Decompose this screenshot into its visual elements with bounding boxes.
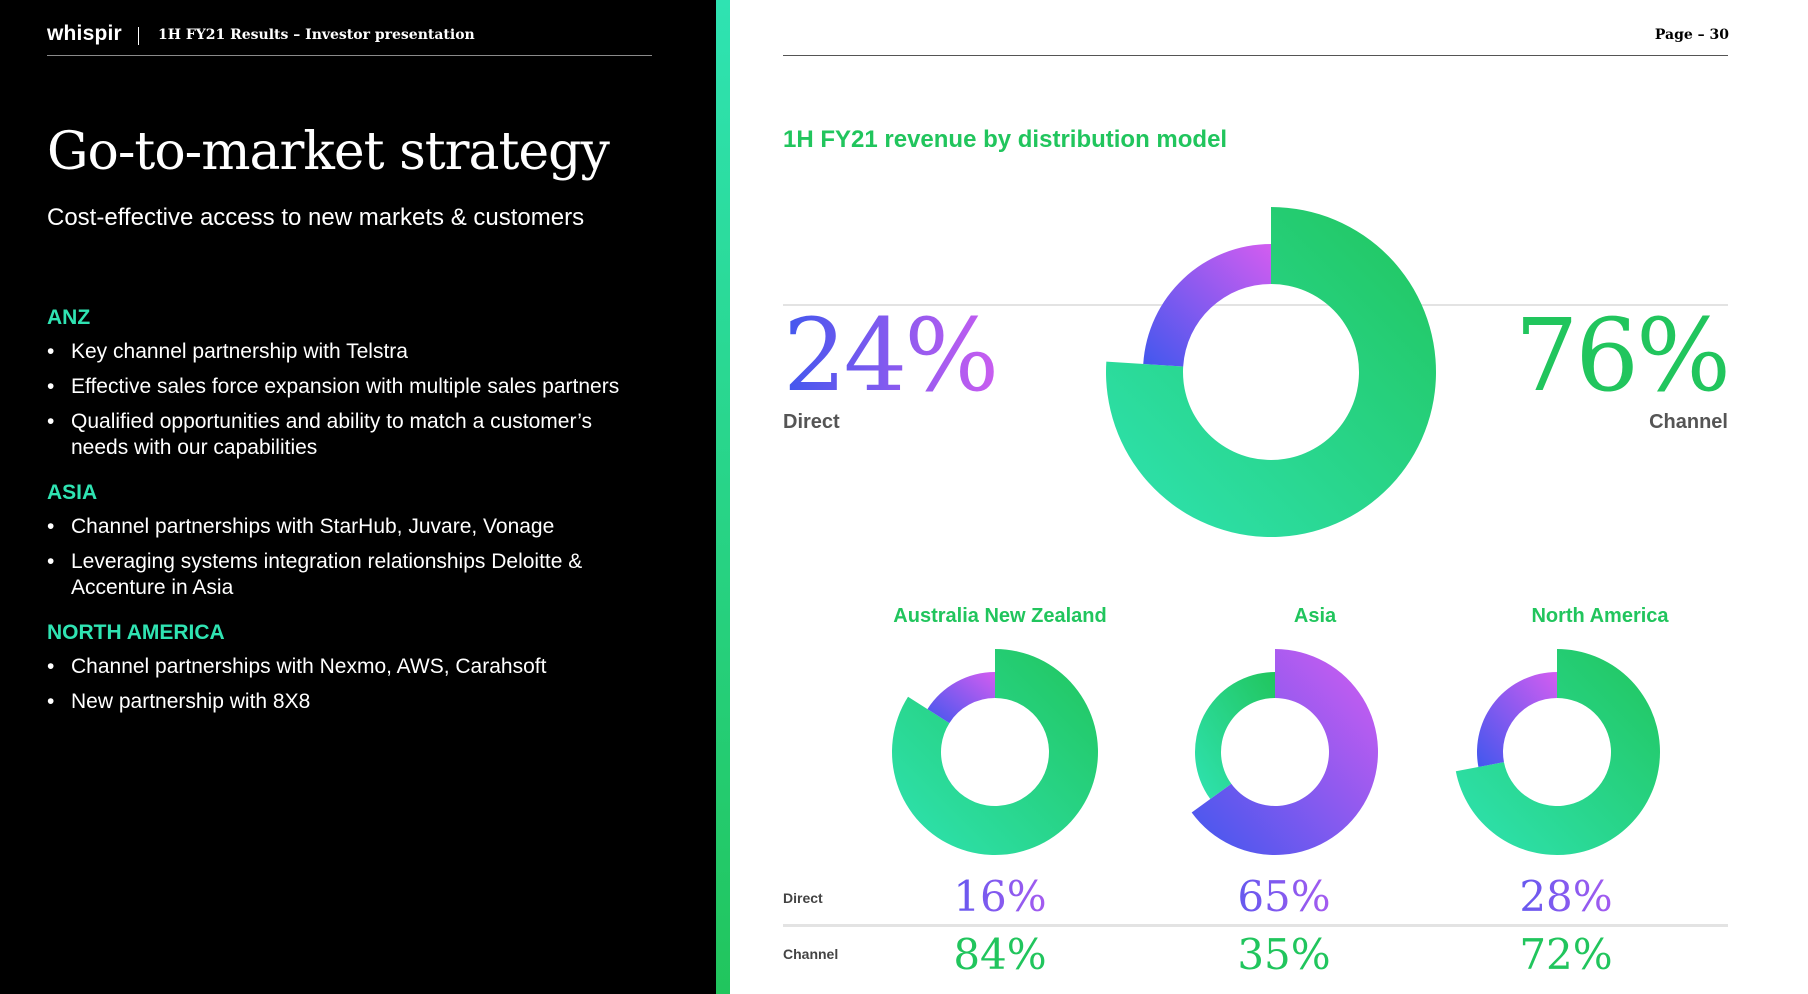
- region-label-anz: Australia New Zealand: [893, 605, 1107, 627]
- region-label-north-america: North America: [1531, 605, 1669, 627]
- list-item: Channel partnerships with Nexmo, AWS, Ca…: [47, 654, 687, 680]
- list-item: Effective sales force expansion with mul…: [47, 374, 687, 400]
- header-separator: [138, 27, 139, 45]
- chart-title: 1H FY21 revenue by distribution model: [783, 126, 1228, 153]
- anz-direct-pct: 16%: [900, 874, 1100, 920]
- overall-direct-label: Direct: [783, 411, 840, 433]
- list-item: New partnership with 8X8: [47, 689, 687, 715]
- list-item: Leveraging systems integration relations…: [47, 549, 611, 601]
- list-item: Channel partnerships with StarHub, Juvar…: [47, 514, 687, 540]
- slide-subtitle: Cost-effective access to new markets & c…: [47, 204, 585, 231]
- header-rule: [47, 55, 652, 56]
- north-america-channel-pct: 72%: [1519, 930, 1613, 979]
- page-number: Page – 30: [1654, 27, 1729, 43]
- overall-channel-label: Channel: [1649, 411, 1728, 433]
- north-america-direct-pct: 28%: [1466, 874, 1666, 920]
- asia-direct-pct: 65%: [1184, 874, 1384, 920]
- whispir-logo: whispir: [47, 22, 122, 45]
- asia-channel-segment: [1195, 672, 1275, 800]
- overall-channel-segment: [1106, 207, 1436, 537]
- north-america-bullet-list: Channel partnerships with Nexmo, AWS, Ca…: [47, 654, 687, 724]
- row-label-channel: Channel: [783, 946, 839, 962]
- overall-channel-pct: 76%: [1514, 297, 1731, 414]
- list-item: Key channel partnership with Telstra: [47, 339, 687, 365]
- section-heading-asia: ASIA: [47, 481, 98, 504]
- overall-direct-pct: 24%: [783, 297, 999, 414]
- left-panel: whispir 1H FY21 Results – Investor prese…: [0, 0, 716, 994]
- asia-direct-segment: [1191, 649, 1378, 855]
- row-divider: [783, 924, 1728, 927]
- section-heading-north-america: NORTH AMERICA: [47, 621, 225, 644]
- right-panel: Page – 30 1H FY21 revenue by distributio…: [730, 0, 1808, 994]
- list-item: Qualified opportunities and ability to m…: [47, 409, 651, 461]
- anz-channel-pct: 84%: [953, 930, 1047, 979]
- asia-channel-pct: 35%: [1237, 930, 1331, 979]
- region-label-asia: Asia: [1293, 605, 1337, 627]
- north-america-channel-segment: [1455, 649, 1660, 856]
- anz-bullet-list: Key channel partnership with Telstra Eff…: [47, 339, 687, 470]
- section-heading-anz: ANZ: [47, 306, 91, 329]
- asia-bullet-list: Channel partnerships with StarHub, Juvar…: [47, 514, 687, 610]
- row-label-direct: Direct: [783, 890, 823, 906]
- anz-direct-segment: [927, 672, 995, 724]
- accent-stripe: [716, 0, 730, 994]
- slide-title: Go-to-market strategy: [47, 122, 610, 182]
- anz-channel-segment: [892, 649, 1098, 856]
- header-rule-right: [783, 55, 1728, 56]
- north-america-direct-segment: [1477, 672, 1557, 767]
- document-title: 1H FY21 Results – Investor presentation: [158, 27, 475, 43]
